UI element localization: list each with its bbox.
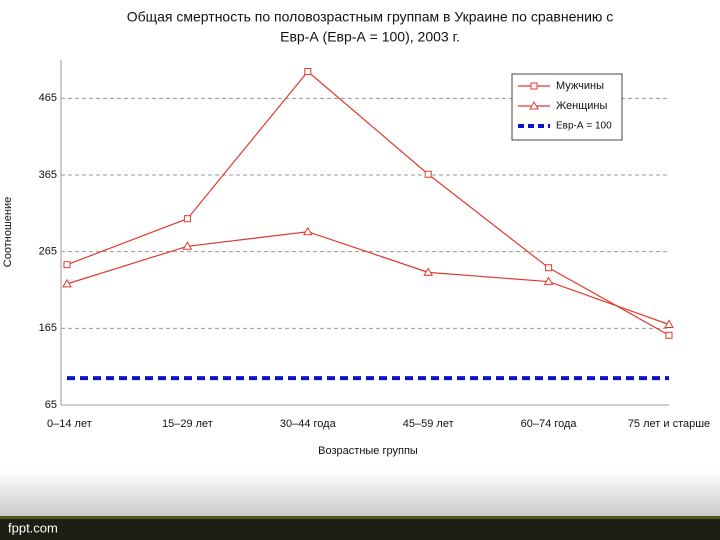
x-tick-label: 60–74 года — [521, 418, 578, 430]
chart-title: Евр-А (Евр-А = 100), 2003 г. — [280, 29, 460, 45]
marker — [304, 68, 312, 75]
marker — [424, 170, 432, 178]
y-tick-label: 465 — [39, 92, 57, 104]
chart-title: Общая смертность по половозрастным групп… — [127, 9, 614, 25]
series-line — [66, 70, 670, 336]
y-tick-label: 365 — [39, 169, 57, 181]
y-axis-label: Соотношение — [2, 197, 14, 267]
footer-fade — [0, 470, 720, 518]
y-tick-label: 265 — [39, 246, 57, 258]
x-tick-label: 30–44 года — [280, 418, 337, 430]
marker — [664, 319, 674, 328]
footer-stripe — [0, 516, 720, 519]
y-tick-label: 65 — [45, 399, 57, 411]
x-tick-label: 0–14 лет — [47, 418, 92, 430]
footer-bar — [0, 516, 720, 540]
marker — [543, 276, 554, 286]
marker — [182, 241, 193, 250]
footer-text: fppt.com — [8, 520, 58, 535]
marker — [183, 215, 191, 223]
x-tick-label: 15–29 лет — [162, 418, 213, 430]
series-line — [66, 231, 670, 326]
legend-marker — [530, 82, 538, 90]
x-tick-label: 45–59 лет — [403, 418, 454, 430]
marker — [423, 267, 434, 276]
legend-label: Евр-А = 100 — [556, 121, 612, 132]
marker — [63, 261, 71, 269]
x-tick-label: 75 лет и старше — [628, 418, 710, 430]
legend-label: Мужчины — [556, 80, 604, 92]
marker — [665, 331, 673, 339]
marker — [302, 226, 313, 236]
marker — [62, 278, 72, 288]
legend-box — [511, 73, 623, 141]
marker — [545, 264, 553, 272]
x-axis-label: Возрастные группы — [318, 445, 418, 457]
y-tick-label: 165 — [39, 322, 57, 334]
legend-label: Женщины — [556, 100, 607, 112]
legend-marker — [529, 100, 539, 110]
